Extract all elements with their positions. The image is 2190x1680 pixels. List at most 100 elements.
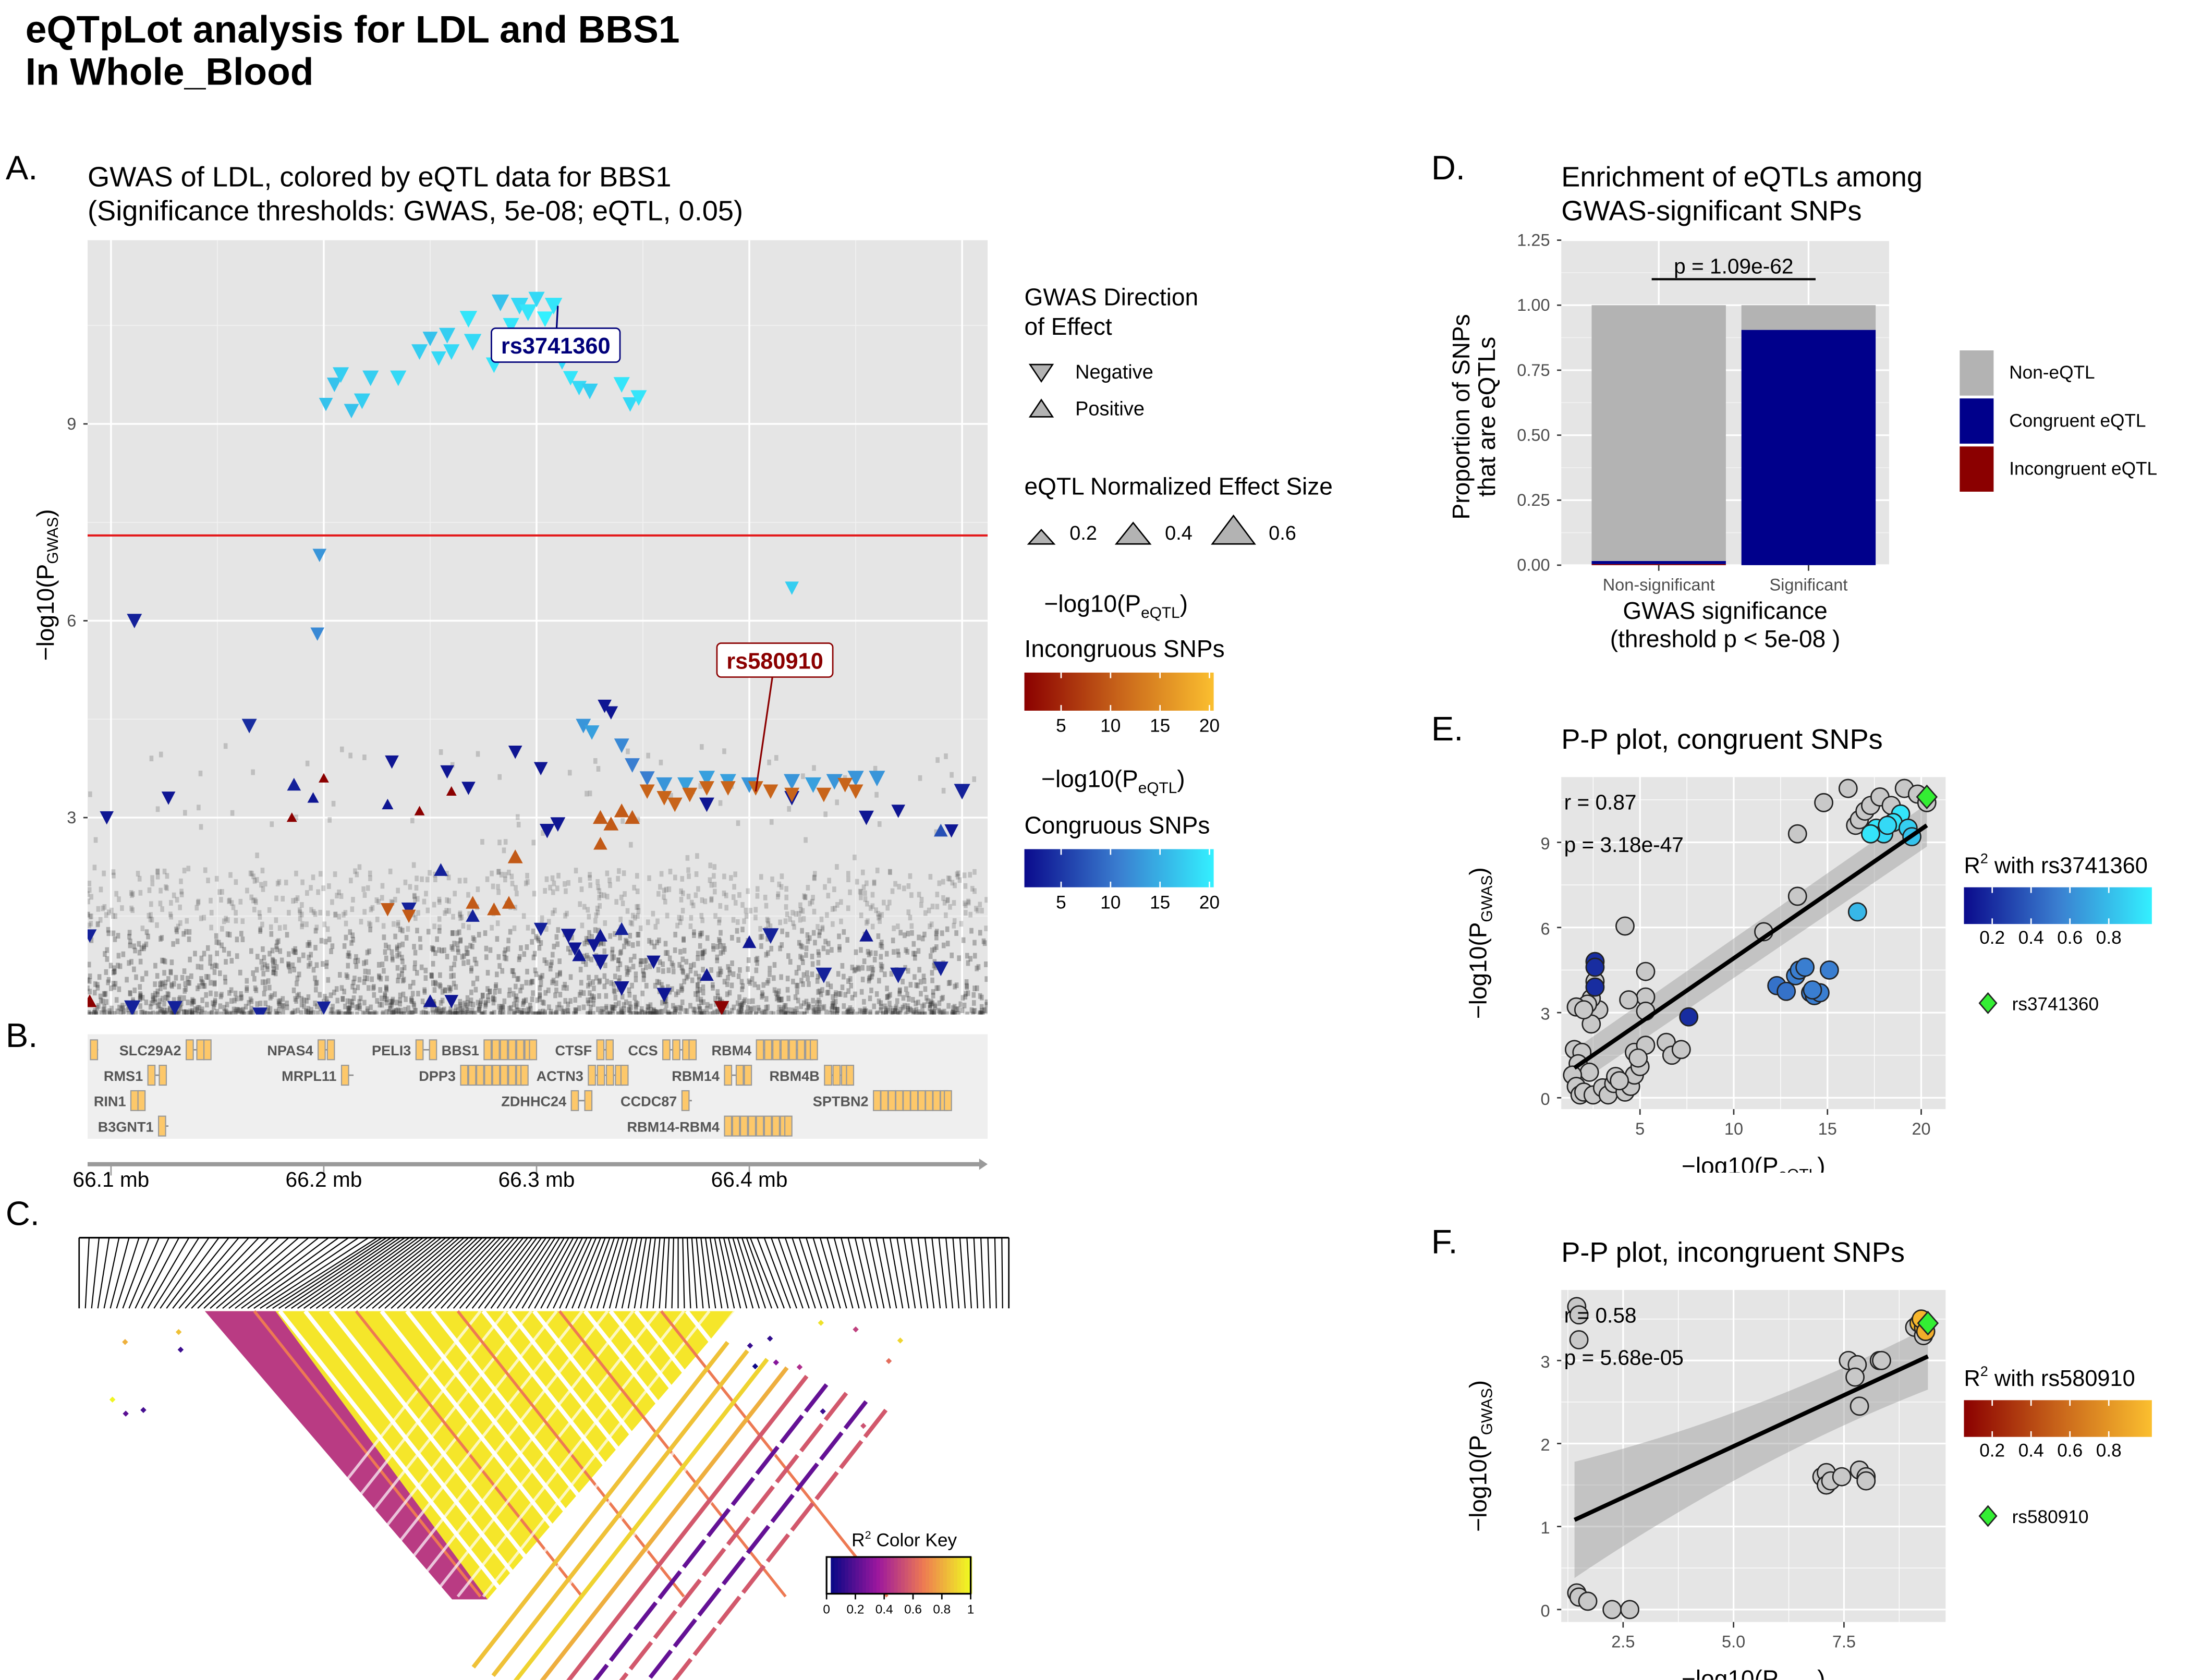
- ld-snp-connector: [953, 1238, 959, 1308]
- background-snp: [551, 910, 555, 916]
- background-snp: [297, 957, 301, 963]
- background-snp: [278, 925, 282, 931]
- background-snp: [745, 913, 749, 919]
- background-snp: [214, 933, 218, 939]
- background-snp: [958, 877, 962, 883]
- background-snp: [155, 973, 160, 979]
- background-snp: [244, 1004, 248, 1009]
- triangle-down-icon: [1025, 360, 1058, 383]
- background-snp: [862, 958, 867, 964]
- background-snp: [971, 1012, 975, 1017]
- background-snp: [878, 821, 882, 827]
- background-snp: [764, 1009, 769, 1015]
- background-snp: [138, 876, 142, 882]
- background-snp: [682, 936, 686, 942]
- snp-point: [1616, 917, 1634, 935]
- background-snp: [597, 766, 601, 772]
- background-snp: [95, 922, 100, 928]
- y-tick-label: 3: [1540, 1353, 1550, 1371]
- background-snp: [608, 882, 612, 888]
- background-snp: [875, 991, 879, 997]
- background-snp: [831, 921, 835, 927]
- background-snp: [702, 1011, 707, 1017]
- background-snp: [748, 980, 752, 986]
- background-snp: [686, 867, 690, 873]
- background-snp: [452, 961, 456, 967]
- background-snp: [202, 951, 206, 956]
- background-snp: [631, 942, 635, 948]
- background-snp: [766, 978, 771, 983]
- background-snp: [917, 948, 921, 954]
- background-snp: [837, 947, 842, 953]
- background-snp: [477, 1006, 481, 1012]
- background-snp: [692, 1011, 696, 1016]
- background-snp: [215, 876, 219, 882]
- background-snp: [826, 893, 831, 898]
- congruous-legend-title-main: −log10(P: [1041, 766, 1138, 793]
- correlation-r: r = 0.58: [1564, 1303, 1637, 1327]
- y-tick-label: 1.00: [1517, 296, 1550, 314]
- background-snp: [719, 930, 723, 936]
- background-snp: [555, 1005, 559, 1011]
- background-snp: [672, 969, 676, 975]
- gene-label: NPAS4: [267, 1042, 313, 1058]
- incongruous-colorbar-label: 10: [1100, 716, 1121, 735]
- background-snp: [841, 963, 845, 969]
- background-snp: [476, 886, 480, 892]
- background-snp: [466, 892, 470, 898]
- background-snp: [660, 871, 664, 877]
- ld-snp-connector: [995, 1238, 996, 1308]
- background-snp: [799, 978, 804, 983]
- background-snp: [680, 956, 685, 962]
- snp-point-colored: [1879, 817, 1896, 834]
- background-snp: [737, 892, 741, 898]
- background-snp: [588, 981, 592, 987]
- background-snp: [657, 938, 661, 943]
- ld-snp-connector: [635, 1238, 647, 1308]
- background-snp: [377, 962, 381, 968]
- background-snp: [832, 886, 836, 892]
- background-snp: [305, 1009, 309, 1015]
- background-snp: [788, 959, 793, 965]
- background-snp: [531, 840, 536, 846]
- background-snp: [497, 963, 502, 969]
- background-snp: [955, 982, 959, 988]
- background-snp: [568, 949, 573, 955]
- background-snp: [248, 1011, 252, 1016]
- ld-snp-connector: [710, 1238, 722, 1308]
- background-snp: [563, 881, 567, 887]
- incongruous-colorbar-label: 15: [1150, 716, 1170, 735]
- background-snp: [384, 984, 388, 990]
- background-snp: [518, 1010, 522, 1016]
- y-axis-title-line2: that are eQTLs: [1473, 337, 1500, 497]
- background-snp: [593, 927, 598, 933]
- background-snp: [850, 995, 855, 1001]
- background-snp: [485, 876, 490, 882]
- background-snp: [983, 940, 987, 946]
- background-snp: [232, 905, 236, 910]
- background-snp: [261, 868, 265, 873]
- background-snp: [554, 1010, 558, 1016]
- background-snp: [950, 953, 954, 958]
- background-snp: [318, 910, 322, 916]
- background-snp: [802, 972, 806, 978]
- background-snp: [319, 871, 323, 876]
- gene-rbm14: RBM14: [672, 1065, 751, 1085]
- background-snp: [751, 999, 755, 1004]
- background-snp: [269, 995, 273, 1001]
- background-snp: [106, 927, 111, 933]
- background-snp: [749, 908, 753, 914]
- background-snp: [165, 995, 169, 1001]
- background-snp: [774, 755, 778, 761]
- background-snp: [580, 886, 584, 892]
- background-snp: [353, 958, 357, 964]
- background-snp: [250, 999, 254, 1004]
- background-snp: [329, 992, 333, 998]
- background-snp: [193, 1011, 198, 1017]
- background-snp: [764, 996, 769, 1002]
- background-snp: [605, 979, 609, 984]
- background-snp: [220, 926, 224, 932]
- background-snp: [299, 1011, 303, 1016]
- background-snp: [358, 1005, 362, 1011]
